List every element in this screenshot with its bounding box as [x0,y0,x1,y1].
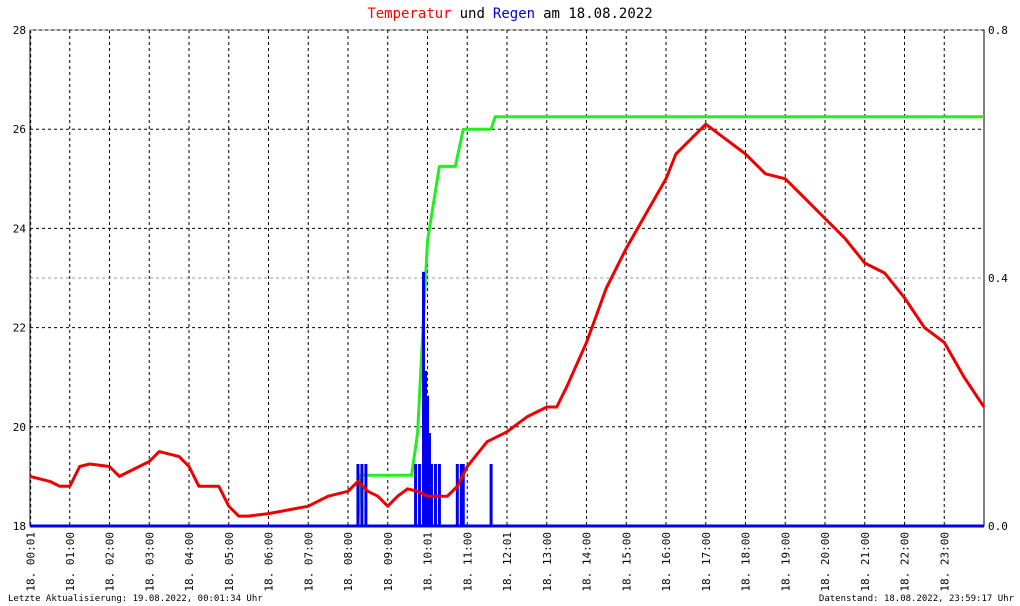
footer-right: Datenstand: 18.08.2022, 23:59:17 Uhr [819,594,1015,604]
x-tick-label: 18. 21:00 [859,532,872,592]
bar [427,433,431,526]
y-tick-label: 22 [13,322,26,335]
x-tick-label: 18. 05:00 [223,532,236,592]
y-tick-label: 18 [13,520,26,533]
bar [426,395,429,526]
bar [422,271,426,526]
x-tick-label: 18. 23:00 [938,532,951,592]
x-tick-label: 18. 20:00 [819,532,832,592]
bar [424,371,428,526]
bar [360,464,364,526]
x-tick-label: 18. 18:00 [740,532,753,592]
x-tick-label: 18. 14:00 [581,532,594,592]
x-tick-label: 18. 02:00 [104,532,117,592]
y-tick-label: 28 [13,24,26,37]
x-tick-label: 18. 13:00 [541,532,554,592]
x-tick-label: 18. 03:00 [143,532,156,592]
title-part: Temperatur [367,6,451,22]
bar [461,464,465,526]
footer-left: Letzte Aktualisierung: 19.08.2022, 00:01… [8,594,263,604]
y-tick-label: 26 [13,123,26,136]
x-tick-label: 18. 01:00 [64,532,77,592]
x-tick-label: 18. 07:00 [302,532,315,592]
y-tick-label: 24 [13,222,27,235]
x-tick-label: 18. 04:00 [183,532,196,592]
bar [489,464,493,526]
x-tick-label: 18. 09:00 [382,532,395,592]
bar [364,464,368,526]
title-part: Regen [493,6,535,22]
x-tick-label: 18. 19:00 [779,532,792,592]
y2-tick-label: 0.4 [988,272,1008,285]
x-tick-label: 18. 06:00 [263,532,276,592]
bar [455,464,459,526]
x-tick-label: 18. 15:00 [620,532,633,592]
chart-title: Temperatur und Regen am 18.08.2022 [367,6,652,22]
x-tick-label: 18. 16:00 [660,532,673,592]
y2-tick-label: 0.8 [988,24,1008,37]
x-tick-label: 18. 12:01 [501,532,514,592]
bar [418,464,422,526]
bar [356,464,360,526]
x-tick-label: 18. 17:00 [700,532,713,592]
y2-tick-label: 0.0 [988,520,1008,533]
bar [414,464,418,526]
title-part: und [460,6,485,22]
bar [459,464,463,526]
x-tick-label: 18. 10:01 [422,532,435,592]
x-tick-label: 18. 08:00 [342,532,355,592]
x-tick-label: 18. 00:01 [25,532,38,592]
title-part: am 18.08.2022 [543,6,653,22]
data-line [29,122,986,518]
y-tick-label: 20 [13,421,26,434]
x-tick-label: 18. 22:00 [899,532,912,592]
x-tick-label: 18. 11:00 [461,532,474,592]
